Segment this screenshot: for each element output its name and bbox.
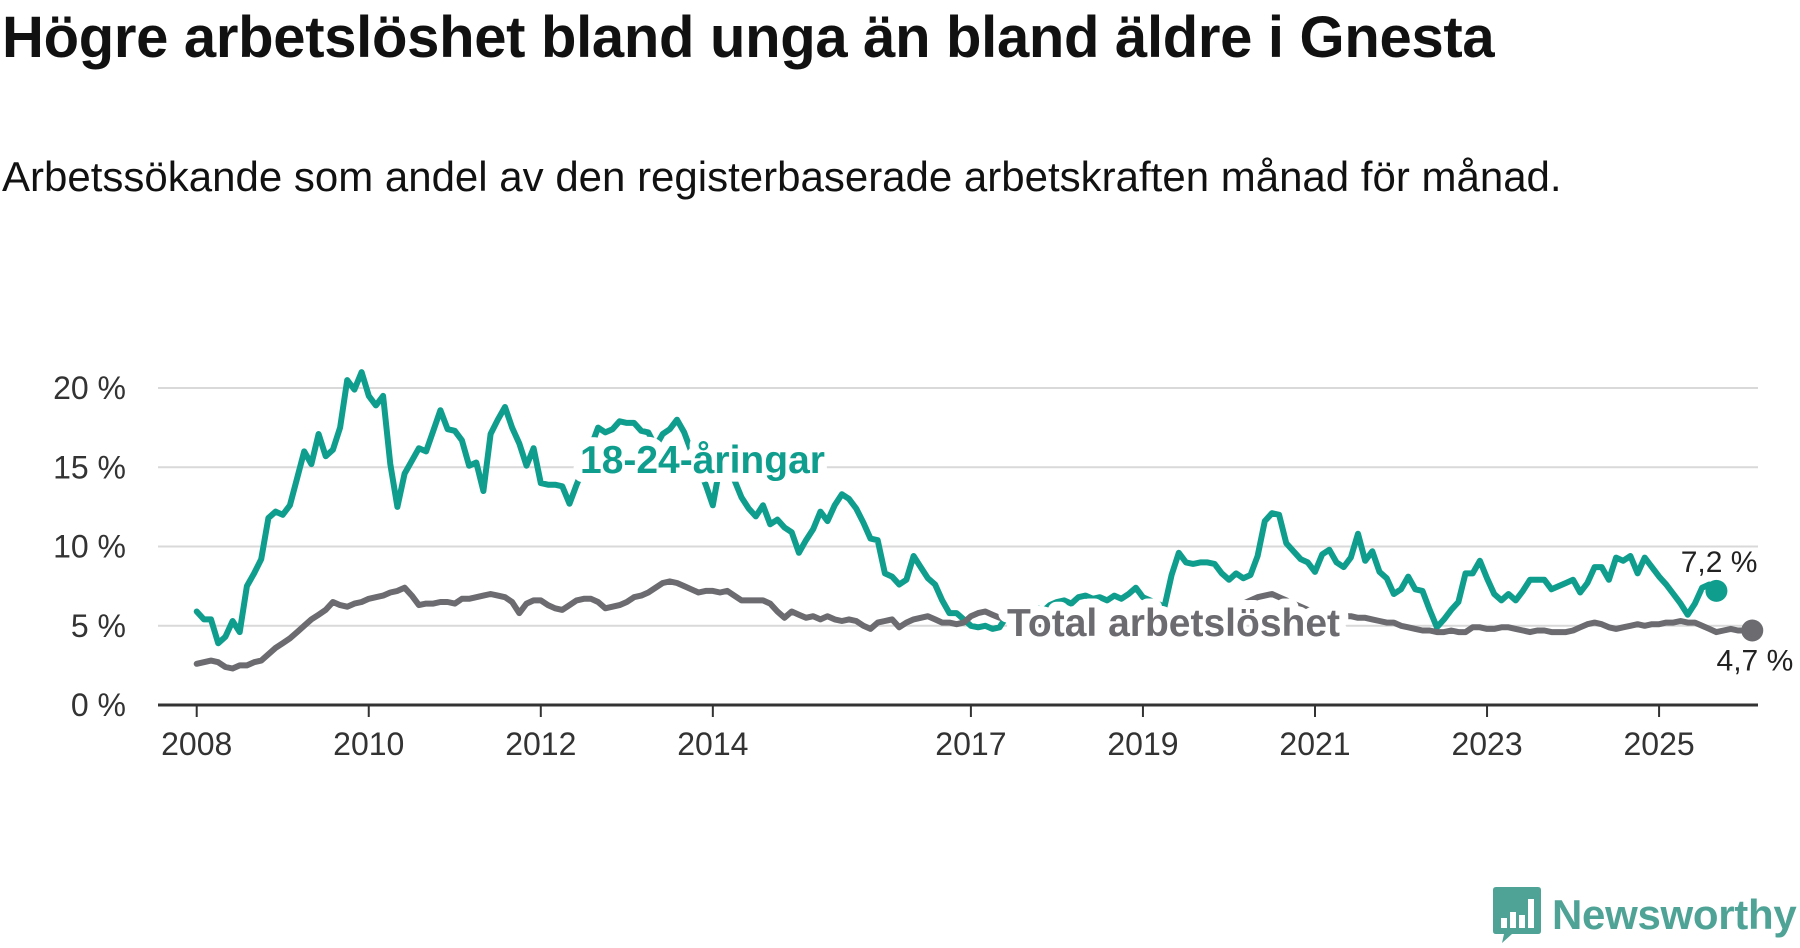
series-labels: 7,2 %4,7 %18-24-åringar18-24-åringarTota…: [571, 430, 1794, 678]
y-tick-label: 15 %: [53, 449, 126, 485]
x-tick-label: 2014: [677, 726, 748, 762]
newsworthy-logo[interactable]: Newsworthy: [1492, 885, 1797, 945]
series-label-youth-halo: 18-24-åringar: [580, 439, 825, 482]
x-tick-label: 2008: [161, 726, 232, 762]
x-tick-label: 2023: [1451, 726, 1522, 762]
y-tick-label: 5 %: [71, 608, 126, 644]
x-axis: 2008 2010 2012 2014 2017 2019 2021 2023 2025: [158, 703, 1758, 762]
x-tick-label: 2021: [1279, 726, 1350, 762]
chart-subtitle: Arbetssökande som andel av den registerb…: [2, 153, 1562, 200]
brand-name: Newsworthy: [1552, 891, 1797, 938]
x-tick-label: 2019: [1107, 726, 1178, 762]
chart-title: Högre arbetslöshet bland unga än bland ä…: [2, 5, 1495, 70]
series-line-total: [193, 578, 1756, 672]
x-tick-label: 2012: [505, 726, 576, 762]
series-lines: [193, 369, 1764, 672]
series-end-dot-total: [1741, 619, 1764, 642]
y-axis: 0 % 5 % 10 % 15 % 20 %: [53, 370, 126, 723]
x-tick-label: 2017: [935, 726, 1006, 762]
y-tick-label: 20 %: [53, 370, 126, 406]
series-label-total: Total arbetslöshet: [1007, 602, 1340, 645]
y-tick-label: 0 %: [71, 687, 126, 723]
y-tick-label: 10 %: [53, 529, 126, 565]
bar-chart-logo-icon: [1493, 887, 1541, 943]
x-tick-label: 2025: [1623, 726, 1694, 762]
series-label-youth: 18-24-åringar: [580, 439, 825, 482]
end-value-label-youth: 7,2 %: [1681, 546, 1758, 579]
series-label-total-halo: Total arbetslöshet: [1007, 602, 1340, 645]
end-value-label-total: 4,7 %: [1717, 645, 1794, 678]
x-tick-label: 2010: [333, 726, 404, 762]
series-end-dot-youth: [1705, 579, 1728, 602]
series-line-youth: [193, 369, 1720, 647]
